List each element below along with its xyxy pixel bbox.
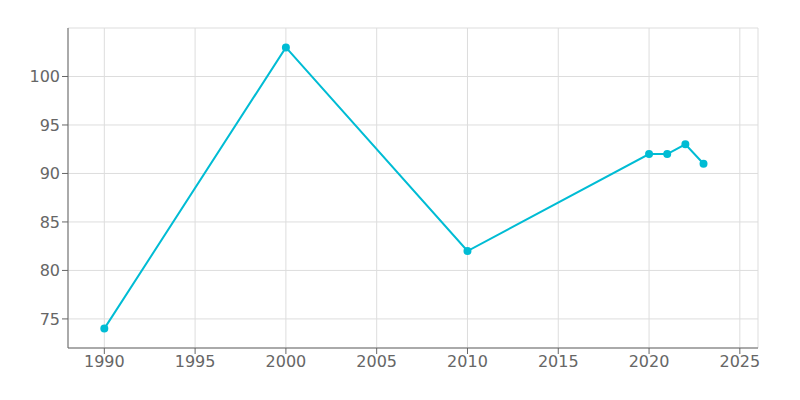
svg-text:2020: 2020 [629, 352, 670, 371]
svg-text:85: 85 [40, 213, 60, 232]
svg-text:2015: 2015 [538, 352, 579, 371]
svg-text:2005: 2005 [356, 352, 397, 371]
svg-text:100: 100 [29, 67, 60, 86]
svg-text:95: 95 [40, 116, 60, 135]
svg-text:1995: 1995 [175, 352, 216, 371]
svg-text:2010: 2010 [447, 352, 488, 371]
svg-text:90: 90 [40, 164, 60, 183]
svg-text:1990: 1990 [84, 352, 125, 371]
svg-text:2000: 2000 [266, 352, 307, 371]
svg-text:2025: 2025 [719, 352, 760, 371]
svg-text:75: 75 [40, 310, 60, 329]
svg-text:80: 80 [40, 261, 60, 280]
